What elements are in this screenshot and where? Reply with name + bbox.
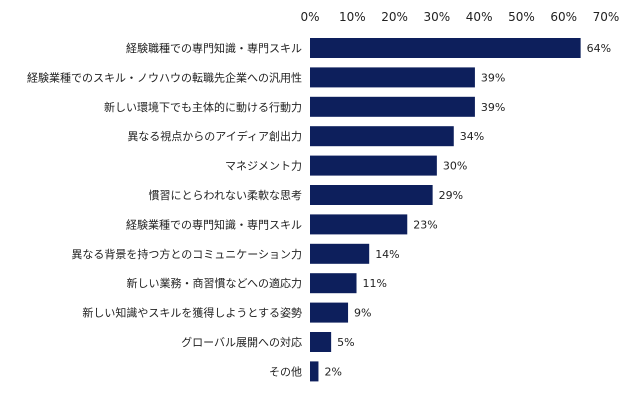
category-label: マネジメント力 xyxy=(225,160,302,173)
x-tick-label: 70% xyxy=(593,10,620,24)
value-label: 2% xyxy=(324,365,341,378)
x-tick-label: 40% xyxy=(466,10,493,24)
category-label: 異なる背景を持つ方とのコミュニケーション力 xyxy=(71,247,302,261)
bar xyxy=(310,332,332,352)
value-label: 5% xyxy=(337,336,354,349)
value-label: 39% xyxy=(481,71,505,84)
bar xyxy=(310,67,475,88)
category-label: グローバル展開への対応 xyxy=(181,335,302,349)
category-label: 経験職種での専門知識・専門スキル xyxy=(126,41,302,55)
bars xyxy=(310,38,581,382)
value-label: 30% xyxy=(443,160,467,173)
bar xyxy=(310,243,370,264)
bar xyxy=(310,96,475,117)
bar xyxy=(310,155,437,176)
x-tick-label: 50% xyxy=(508,10,535,24)
x-tick-label: 60% xyxy=(550,10,577,24)
category-labels: 経験職種での専門知識・専門スキル経験業種でのスキル・ノウハウの転職先企業への汎用… xyxy=(27,41,302,378)
value-label: 29% xyxy=(439,189,463,202)
category-label: 新しい知識やスキルを獲得しようとする姿勢 xyxy=(82,306,302,320)
x-tick-label: 30% xyxy=(424,10,451,24)
category-label: 新しい業務・商習慣などへの適応力 xyxy=(127,276,302,290)
bar xyxy=(310,185,433,205)
category-label: 経験業種での専門知識・専門スキル xyxy=(126,217,302,231)
value-label: 9% xyxy=(354,307,371,320)
value-label: 11% xyxy=(363,277,387,290)
bar xyxy=(310,126,454,147)
value-label: 23% xyxy=(413,218,437,231)
category-label: その他 xyxy=(269,365,302,378)
bar xyxy=(310,273,357,294)
value-label: 39% xyxy=(481,101,505,114)
value-label: 34% xyxy=(460,130,484,143)
value-label: 64% xyxy=(587,42,611,55)
bar xyxy=(310,361,319,382)
category-label: 慣習にとらわれない柔軟な思考 xyxy=(149,188,302,202)
category-label: 新しい環境下でも主体的に動ける行動力 xyxy=(104,100,302,114)
x-axis-ticks: 0% 10% 20% 30% 40% 50% 60% 70% xyxy=(300,10,619,24)
value-label: 14% xyxy=(375,248,399,261)
category-label: 異なる視点からのアイディア創出力 xyxy=(127,129,302,143)
bar xyxy=(310,38,581,58)
x-tick-label: 0% xyxy=(300,10,319,24)
value-labels: 64% 39% 39% 34% 30% 29% 23% 14% 11% 9% 5% 2% xyxy=(324,42,611,378)
x-tick-label: 20% xyxy=(381,10,408,24)
bar xyxy=(310,302,349,323)
category-label: 経験業種でのスキル・ノウハウの転職先企業への汎用性 xyxy=(27,70,302,84)
x-tick-label: 10% xyxy=(339,10,366,24)
bar xyxy=(310,214,408,235)
